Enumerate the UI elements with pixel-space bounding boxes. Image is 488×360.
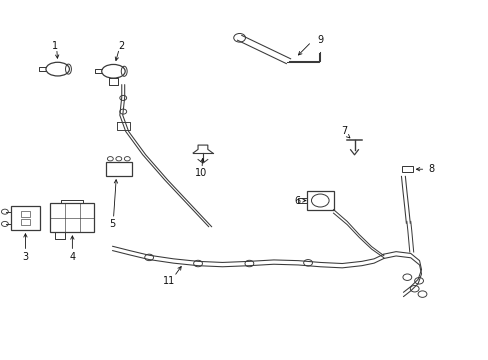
- Text: 11: 11: [162, 276, 175, 286]
- Bar: [306, 191, 333, 210]
- Text: 8: 8: [427, 164, 433, 174]
- Bar: [50, 203, 94, 232]
- Text: 5: 5: [109, 219, 115, 229]
- Text: 9: 9: [317, 35, 323, 45]
- Text: 3: 3: [22, 252, 28, 262]
- Text: 2: 2: [118, 41, 124, 51]
- Bar: [11, 206, 40, 230]
- Bar: [20, 211, 30, 217]
- Text: 1: 1: [52, 41, 58, 51]
- Bar: [401, 166, 412, 172]
- Bar: [106, 162, 131, 176]
- Text: 6: 6: [294, 195, 300, 206]
- Text: 10: 10: [195, 168, 207, 178]
- Text: 4: 4: [69, 252, 75, 262]
- Bar: [20, 219, 30, 225]
- Text: 7: 7: [341, 126, 346, 136]
